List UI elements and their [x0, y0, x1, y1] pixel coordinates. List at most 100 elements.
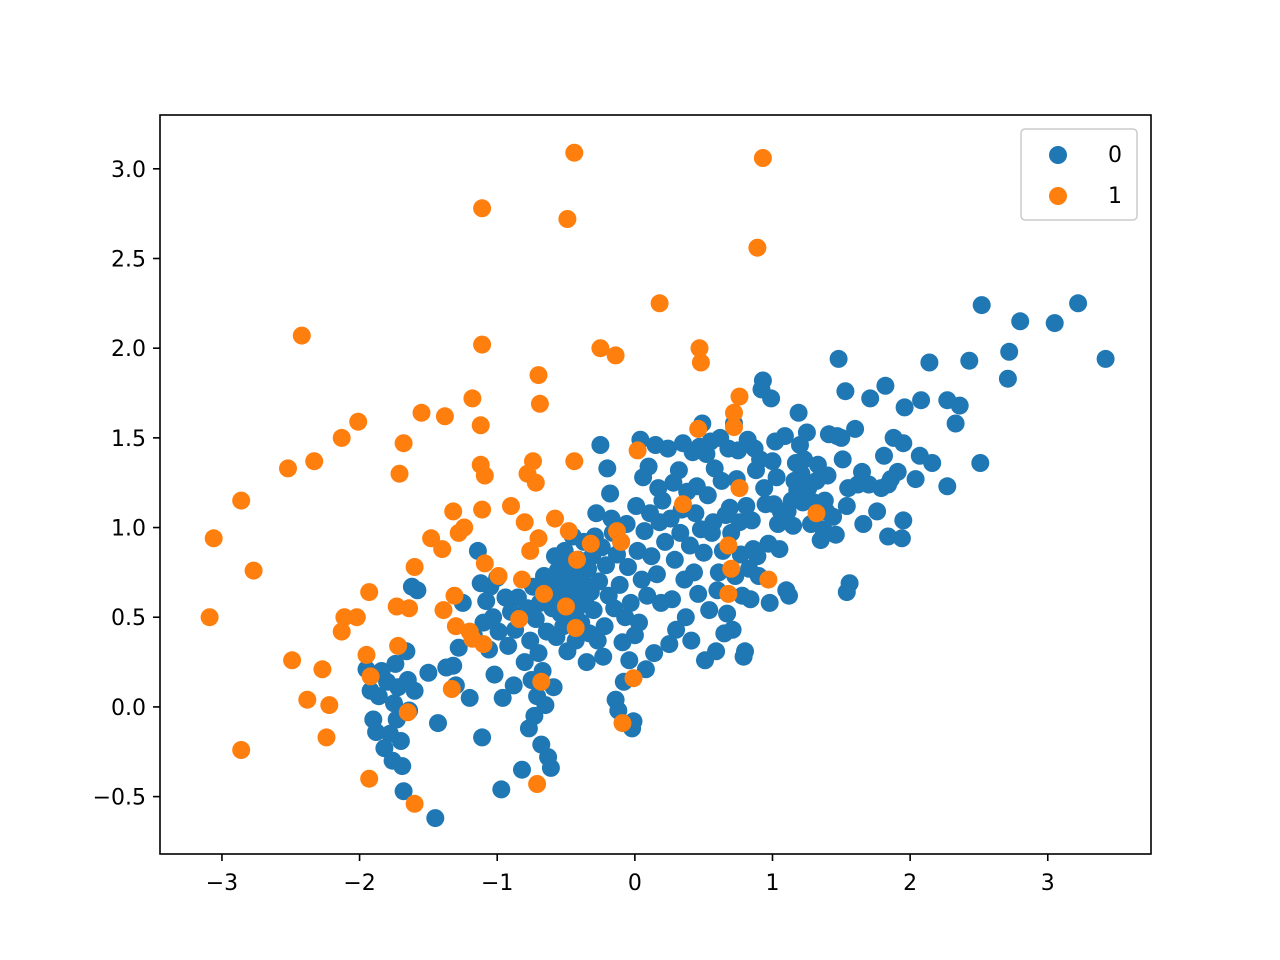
point-series-0-3	[1011, 312, 1030, 331]
point-series-0-44	[829, 349, 848, 368]
point-series-0-16	[910, 446, 929, 465]
point-series-0-193	[599, 586, 618, 605]
point-series-0-172	[628, 541, 647, 560]
point-series-0-192	[601, 484, 620, 503]
point-series-0-283	[419, 663, 438, 682]
point-series-1-94	[317, 728, 336, 747]
point-series-1-60	[722, 559, 741, 578]
point-series-1-3	[558, 210, 577, 228]
point-series-0-263	[489, 622, 508, 641]
x-axis-ticks: −3 −2 −1 0 1 2 3	[206, 854, 1055, 896]
point-series-1-11	[691, 353, 710, 372]
point-series-0-159	[647, 565, 666, 584]
point-series-0-253	[515, 653, 534, 672]
point-series-1-24	[394, 434, 413, 453]
point-series-0-8	[960, 351, 979, 370]
point-series-0-4	[1000, 342, 1019, 361]
point-series-0-141	[676, 608, 695, 627]
point-series-0-26	[879, 527, 898, 546]
point-series-0-300	[375, 739, 394, 758]
point-series-0-85	[755, 479, 774, 498]
point-series-1-85	[313, 660, 332, 679]
point-series-1-53	[719, 536, 738, 555]
point-series-0-53	[811, 531, 830, 550]
point-series-0-290	[394, 782, 413, 801]
point-series-1-13	[730, 387, 749, 406]
point-series-0-68	[784, 516, 803, 535]
point-series-0-177	[621, 593, 640, 612]
point-series-0-282	[426, 809, 445, 828]
legend-marker-0	[1049, 146, 1067, 164]
point-series-0-286	[402, 577, 421, 596]
point-series-1-52	[581, 534, 600, 553]
point-series-0-169	[632, 570, 651, 589]
point-series-0-304	[364, 710, 383, 729]
point-series-1-91	[320, 696, 339, 715]
point-series-1-16	[725, 403, 743, 422]
point-series-0-15	[912, 391, 931, 410]
point-series-0-38	[837, 583, 856, 602]
x-tick-label-6: 3	[1041, 871, 1055, 896]
point-series-0-154	[656, 532, 675, 551]
point-series-0-262	[492, 780, 511, 799]
point-series-0-121	[705, 459, 724, 478]
point-series-0-2	[1045, 314, 1064, 333]
point-series-0-158	[649, 479, 668, 498]
point-series-1-15	[530, 394, 549, 413]
point-series-0-270	[474, 613, 493, 632]
x-tick-label-0: −3	[206, 871, 238, 896]
point-series-0-143	[674, 434, 692, 453]
point-series-0-257	[504, 676, 523, 695]
point-series-0-31	[861, 389, 880, 408]
point-series-0-40	[837, 497, 856, 515]
point-series-1-12	[529, 366, 548, 385]
point-series-1-97	[528, 775, 547, 793]
point-series-0-138	[682, 631, 701, 650]
point-series-1-83	[357, 645, 376, 664]
y-axis-ticks: −0.5 0.0 0.5 1.0 1.5 2.0 2.5 3.0	[93, 158, 160, 811]
point-series-0-84	[756, 495, 775, 514]
point-series-0-98	[737, 497, 756, 515]
point-series-0-255	[508, 588, 527, 607]
legend: 01	[1020, 128, 1138, 221]
point-series-0-42	[833, 450, 852, 469]
point-series-1-30	[279, 459, 297, 478]
points-layer	[200, 143, 1115, 828]
point-series-1-57	[475, 554, 494, 573]
point-series-1-69	[400, 599, 419, 618]
y-tick-label-2: 0.5	[111, 606, 146, 631]
x-tick-label-3: 0	[628, 871, 642, 896]
point-series-0-230	[548, 561, 567, 580]
point-series-1-81	[474, 635, 493, 654]
point-series-1-20	[471, 416, 490, 435]
point-series-0-166	[636, 660, 655, 679]
point-series-0-188	[606, 690, 625, 709]
point-series-1-43	[546, 509, 564, 528]
point-series-0-160	[646, 436, 665, 454]
point-series-1-37	[674, 495, 692, 514]
point-series-0-269	[477, 592, 496, 611]
point-series-1-62	[513, 570, 531, 589]
point-series-1-1	[753, 149, 772, 167]
point-series-0-259	[499, 636, 518, 655]
point-series-1-77	[566, 619, 585, 637]
point-series-0-305	[361, 681, 380, 700]
point-series-1-6	[292, 326, 311, 345]
point-series-1-27	[565, 452, 584, 471]
point-series-0-96	[740, 559, 759, 578]
point-series-1-75	[510, 610, 529, 628]
point-series-0-128	[696, 651, 714, 670]
point-series-0-183	[613, 633, 632, 652]
y-tick-label-3: 1.0	[111, 517, 146, 542]
point-series-0-149	[664, 473, 683, 492]
point-series-1-67	[445, 586, 464, 605]
point-series-1-65	[719, 584, 738, 603]
point-series-1-19	[349, 412, 368, 431]
point-series-0-20	[894, 511, 913, 530]
point-series-0-48	[819, 425, 838, 444]
y-tick-label-7: 3.0	[111, 158, 146, 183]
point-series-0-260	[496, 588, 515, 607]
point-series-1-21	[725, 418, 743, 437]
point-series-0-142	[675, 570, 694, 589]
point-series-0-238	[537, 622, 556, 641]
